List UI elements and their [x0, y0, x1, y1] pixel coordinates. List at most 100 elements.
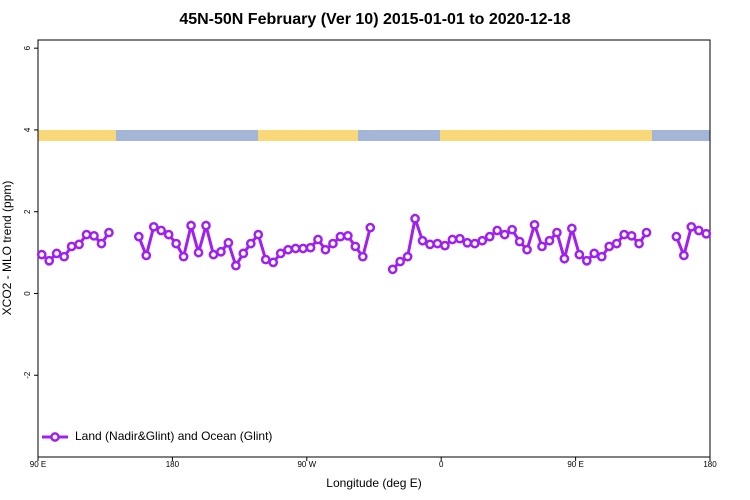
data-point	[51, 248, 62, 259]
x-tick-label: 90 W	[297, 460, 316, 469]
data-point	[596, 251, 607, 262]
data-point	[178, 251, 189, 262]
data-point	[410, 213, 420, 224]
y-tick-label: 2	[23, 209, 32, 214]
data-point	[693, 225, 704, 236]
data-point	[469, 238, 480, 249]
data-point	[253, 229, 264, 240]
x-axis-label: Longitude (deg E)	[326, 476, 421, 490]
data-point	[59, 251, 69, 262]
data-point	[201, 220, 211, 231]
data-point	[245, 238, 256, 249]
data-point	[96, 238, 107, 249]
land-ocean-band	[38, 130, 710, 141]
data-point	[395, 256, 405, 267]
data-point	[514, 236, 525, 247]
data-point	[462, 237, 473, 248]
legend-label: Land (Nadir&Glint) and Ocean (Glint)	[75, 429, 272, 443]
data-point	[290, 243, 301, 254]
data-point	[679, 250, 689, 261]
data-point	[417, 235, 428, 246]
data-point	[589, 248, 600, 259]
legend-marker	[50, 432, 60, 442]
data-point	[567, 223, 577, 234]
data-point	[156, 225, 167, 236]
y-tick-label: 0	[23, 291, 32, 296]
data-point	[283, 244, 293, 255]
data-point	[357, 251, 368, 262]
y-tick-label: 6	[23, 45, 32, 50]
data-point	[104, 227, 114, 238]
data-point	[447, 234, 458, 245]
land-band	[440, 130, 652, 141]
data-point	[223, 237, 234, 248]
data-point	[133, 231, 144, 242]
data-point	[432, 238, 443, 249]
data-point	[231, 260, 241, 271]
land-band	[258, 130, 358, 141]
data-point	[492, 225, 503, 236]
data-point	[208, 249, 219, 260]
data-point	[574, 249, 585, 260]
data-point	[484, 231, 495, 242]
data-point	[440, 240, 450, 251]
data-point	[74, 239, 84, 250]
data-point	[89, 230, 99, 241]
data-point	[298, 243, 308, 254]
data-point	[365, 222, 376, 233]
data-point	[425, 239, 435, 250]
x-tick-label: 90 E	[30, 460, 46, 469]
data-point	[581, 255, 592, 266]
data-point	[260, 254, 271, 265]
data-point	[36, 249, 47, 260]
data-point	[455, 233, 465, 244]
data-point	[275, 248, 286, 259]
data-point	[350, 241, 361, 252]
data-point	[522, 244, 532, 255]
data-point	[626, 230, 637, 241]
data-point	[641, 227, 652, 238]
data-point	[611, 238, 622, 249]
data-point	[686, 221, 697, 232]
data-point	[320, 244, 331, 255]
land-band	[38, 130, 116, 141]
data-point	[171, 238, 181, 249]
x-tick-label: 180	[166, 460, 180, 469]
data-point	[507, 224, 517, 235]
data-point	[163, 229, 174, 240]
data-point	[238, 248, 249, 259]
chart-title: 45N-50N February (Ver 10) 2015-01-01 to …	[179, 11, 570, 28]
y-tick-label: -2	[23, 371, 32, 379]
x-tick-label: 0	[439, 460, 444, 469]
data-point	[328, 238, 338, 249]
data-point	[604, 241, 615, 252]
data-point	[499, 229, 510, 240]
data-point	[66, 241, 77, 252]
data-point	[387, 264, 398, 275]
data-point	[343, 230, 353, 241]
data-point	[148, 221, 159, 232]
plot-frame	[37, 39, 711, 458]
data-point	[335, 231, 346, 242]
y-axis-label: XCO2 - MLO trend (ppm)	[0, 181, 14, 316]
x-tick-label: 180	[703, 460, 717, 469]
data-point	[268, 257, 279, 268]
data-point	[671, 231, 682, 242]
data-point	[305, 242, 316, 253]
data-point	[537, 241, 547, 252]
ocean-band	[116, 130, 258, 141]
data-point	[701, 228, 712, 239]
data-point	[313, 234, 323, 245]
x-tick-label: 90 E	[567, 460, 583, 469]
ocean-band	[652, 130, 710, 141]
data-point	[552, 227, 562, 238]
data-point	[81, 229, 92, 240]
data-point	[402, 251, 413, 262]
data-point	[559, 253, 570, 264]
data-point	[193, 247, 204, 258]
data-point	[216, 246, 226, 257]
data-point	[141, 250, 152, 261]
data-point	[477, 235, 488, 246]
ocean-band	[358, 130, 440, 141]
